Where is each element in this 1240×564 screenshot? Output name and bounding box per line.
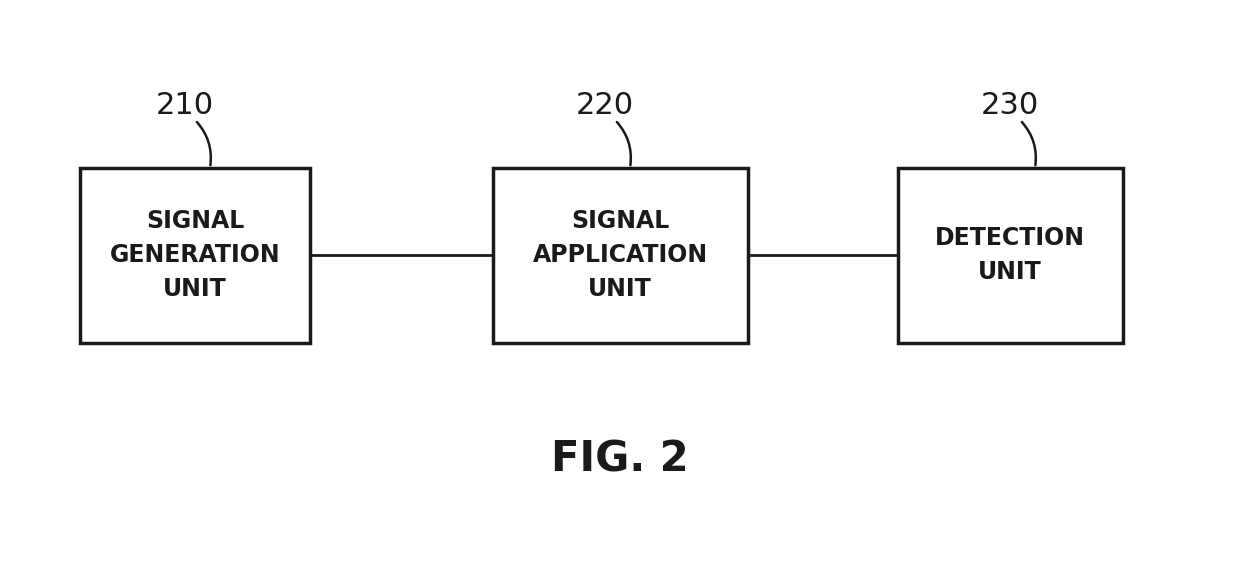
Text: FIG. 2: FIG. 2	[552, 439, 688, 481]
Text: SIGNAL
APPLICATION
UNIT: SIGNAL APPLICATION UNIT	[532, 209, 708, 301]
Bar	[81, 168, 310, 342]
Text: 210: 210	[156, 90, 215, 120]
Text: 220: 220	[575, 90, 634, 120]
Text: DETECTION
UNIT: DETECTION UNIT	[935, 226, 1085, 284]
Text: SIGNAL
GENERATION
UNIT: SIGNAL GENERATION UNIT	[109, 209, 280, 301]
Bar	[898, 168, 1122, 342]
Text: 230: 230	[981, 90, 1039, 120]
Bar	[492, 168, 748, 342]
